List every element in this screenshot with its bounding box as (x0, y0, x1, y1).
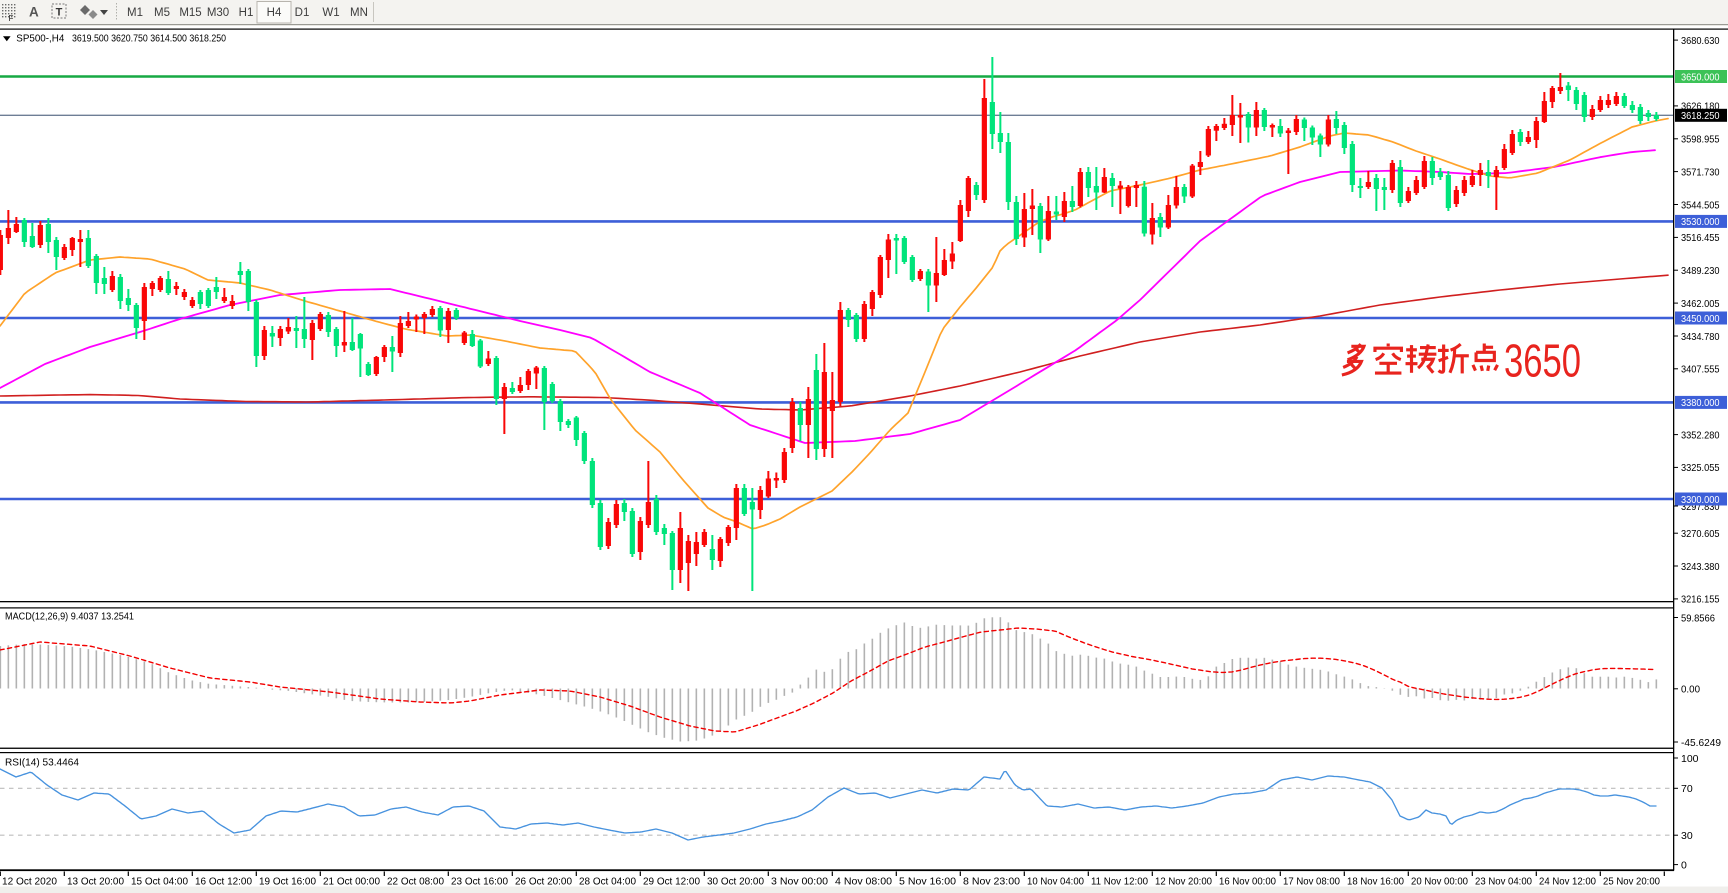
svg-text:M30: M30 (207, 7, 229, 19)
svg-text:3450.000: 3450.000 (1681, 313, 1720, 325)
svg-text:19 Oct 16:00: 19 Oct 16:00 (259, 876, 316, 888)
svg-text:3489.230: 3489.230 (1681, 265, 1720, 277)
svg-text:3300.000: 3300.000 (1681, 494, 1720, 506)
svg-text:A: A (29, 5, 39, 20)
svg-text:8 Nov 23:00: 8 Nov 23:00 (963, 876, 1020, 888)
svg-text:26 Oct 20:00: 26 Oct 20:00 (515, 876, 572, 888)
svg-text:24 Nov 12:00: 24 Nov 12:00 (1539, 876, 1596, 888)
svg-text:12 Oct 2020: 12 Oct 2020 (2, 876, 57, 888)
svg-text:T: T (56, 7, 63, 19)
svg-text:3 Nov 00:00: 3 Nov 00:00 (771, 876, 828, 888)
svg-text:25 Nov 20:00: 25 Nov 20:00 (1603, 876, 1660, 888)
svg-text:13 Oct 20:00: 13 Oct 20:00 (67, 876, 124, 888)
svg-text:70: 70 (1681, 783, 1693, 795)
svg-text:-45.6249: -45.6249 (1681, 737, 1721, 749)
svg-text:3544.505: 3544.505 (1681, 199, 1720, 211)
svg-text:12 Nov 20:00: 12 Nov 20:00 (1155, 876, 1212, 888)
svg-text:21 Oct 00:00: 21 Oct 00:00 (323, 876, 380, 888)
svg-text:M5: M5 (154, 7, 170, 19)
svg-text:3243.380: 3243.380 (1681, 561, 1720, 573)
svg-text:10 Nov 04:00: 10 Nov 04:00 (1027, 876, 1084, 888)
svg-text:3680.630: 3680.630 (1681, 35, 1720, 47)
svg-text:4 Nov 08:00: 4 Nov 08:00 (835, 876, 892, 888)
svg-text:SP500-,H4: SP500-,H4 (16, 32, 64, 44)
svg-text:5 Nov 16:00: 5 Nov 16:00 (899, 876, 956, 888)
svg-text:11 Nov 12:00: 11 Nov 12:00 (1091, 876, 1148, 888)
svg-text:20 Nov 00:00: 20 Nov 00:00 (1411, 876, 1468, 888)
svg-text:0: 0 (1681, 859, 1687, 871)
svg-text:M1: M1 (127, 7, 143, 19)
svg-text:3462.005: 3462.005 (1681, 298, 1720, 310)
svg-text:F: F (9, 14, 14, 23)
svg-text:RSI(14) 53.4464: RSI(14) 53.4464 (5, 756, 79, 768)
svg-text:23 Oct 16:00: 23 Oct 16:00 (451, 876, 508, 888)
svg-text:3619.500 3620.750 3614.500 361: 3619.500 3620.750 3614.500 3618.250 (72, 32, 226, 44)
svg-text:3618.250: 3618.250 (1681, 110, 1720, 122)
svg-text:30 Oct 20:00: 30 Oct 20:00 (707, 876, 764, 888)
svg-text:22 Oct 08:00: 22 Oct 08:00 (387, 876, 444, 888)
svg-text:3407.555: 3407.555 (1681, 364, 1720, 376)
svg-text:3650.000: 3650.000 (1681, 71, 1720, 83)
svg-text:16 Oct 12:00: 16 Oct 12:00 (195, 876, 252, 888)
svg-text:15 Oct 04:00: 15 Oct 04:00 (131, 876, 188, 888)
svg-text:16 Nov 00:00: 16 Nov 00:00 (1219, 876, 1276, 888)
svg-text:M15: M15 (179, 7, 201, 19)
svg-text:30: 30 (1681, 830, 1693, 842)
svg-text:100: 100 (1681, 753, 1699, 765)
svg-text:28 Oct 04:00: 28 Oct 04:00 (579, 876, 636, 888)
svg-text:H4: H4 (267, 7, 282, 19)
svg-text:3530.000: 3530.000 (1681, 216, 1720, 228)
svg-text:3270.605: 3270.605 (1681, 528, 1720, 540)
svg-text:18 Nov 16:00: 18 Nov 16:00 (1347, 876, 1404, 888)
svg-text:17 Nov 08:00: 17 Nov 08:00 (1283, 876, 1340, 888)
svg-text:3516.455: 3516.455 (1681, 232, 1720, 244)
svg-text:3352.280: 3352.280 (1681, 429, 1720, 441)
svg-text:23 Nov 04:00: 23 Nov 04:00 (1475, 876, 1532, 888)
svg-text:3650: 3650 (1504, 335, 1581, 387)
svg-text:29 Oct 12:00: 29 Oct 12:00 (643, 876, 700, 888)
svg-text:3434.780: 3434.780 (1681, 331, 1720, 343)
svg-text:3571.730: 3571.730 (1681, 166, 1720, 178)
svg-text:59.8566: 59.8566 (1681, 612, 1715, 624)
svg-text:W1: W1 (322, 7, 339, 19)
svg-text:3598.955: 3598.955 (1681, 134, 1720, 146)
svg-text:3216.155: 3216.155 (1681, 594, 1720, 606)
svg-text:D1: D1 (295, 7, 310, 19)
svg-text:MACD(12,26,9) 9.4037 13.2541: MACD(12,26,9) 9.4037 13.2541 (5, 611, 134, 623)
svg-text:H1: H1 (239, 7, 254, 19)
svg-text:3325.055: 3325.055 (1681, 462, 1720, 474)
svg-text:MN: MN (350, 7, 368, 19)
svg-text:0.00: 0.00 (1681, 684, 1700, 696)
svg-text:3380.000: 3380.000 (1681, 397, 1720, 409)
